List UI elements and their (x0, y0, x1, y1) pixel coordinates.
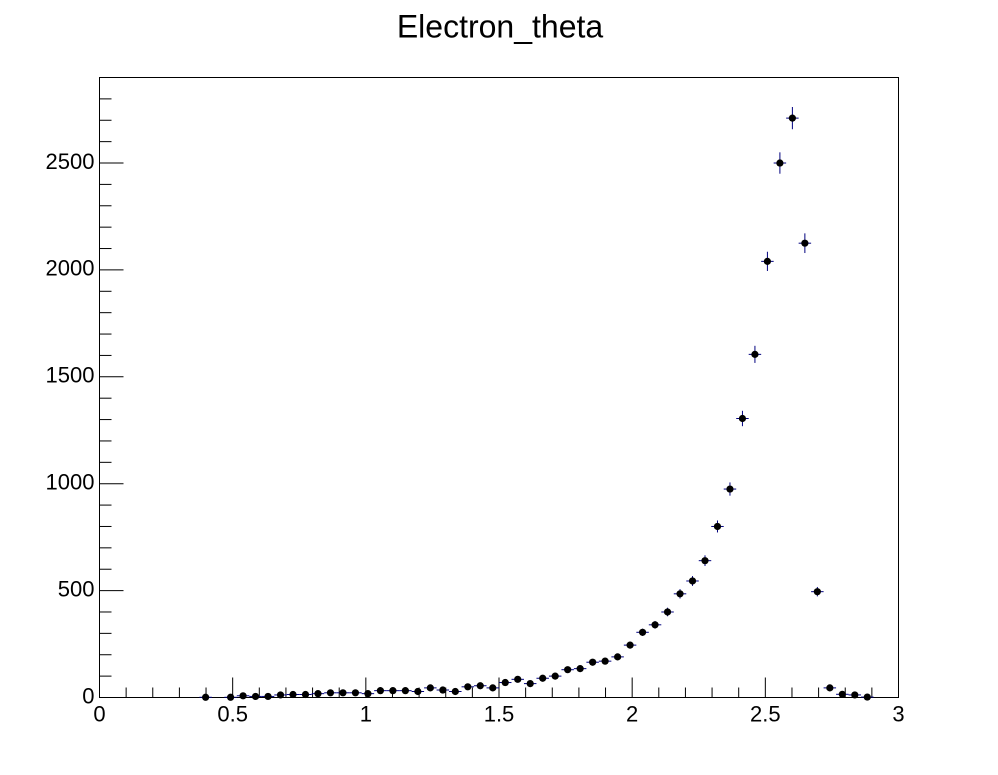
marker (439, 686, 447, 694)
marker (614, 653, 622, 661)
marker (589, 658, 597, 666)
marker (663, 608, 672, 616)
y-tick-label: 1500 (46, 363, 95, 388)
plot-frame (99, 77, 899, 698)
marker (551, 672, 559, 680)
y-tick-label: 2000 (46, 256, 95, 281)
marker (401, 687, 409, 695)
y-tick-label: 500 (58, 576, 95, 601)
marker (451, 687, 459, 696)
x-tick-label: 1 (360, 701, 372, 726)
marker (339, 689, 347, 697)
marker (389, 687, 397, 695)
marker (514, 675, 522, 683)
marker (376, 687, 384, 695)
marker (326, 689, 335, 697)
marker (226, 693, 235, 701)
y-tick-label: 1000 (46, 470, 95, 495)
marker (576, 665, 584, 673)
marker (688, 577, 697, 585)
marker (251, 692, 260, 701)
marker (464, 683, 472, 691)
marker (826, 684, 834, 692)
x-tick-label: 0 (93, 701, 105, 726)
marker (289, 690, 297, 699)
marker (501, 678, 509, 687)
marker (476, 682, 484, 690)
marker (351, 689, 360, 697)
marker (564, 666, 572, 674)
marker (851, 691, 859, 699)
x-tick-label: 3 (892, 701, 904, 726)
marker (676, 590, 684, 598)
chart-title: Electron_theta (397, 8, 604, 44)
marker (414, 687, 422, 696)
y-tick-label: 2500 (46, 149, 95, 174)
x-tick-label: 1.5 (484, 701, 515, 726)
x-tick-label: 2 (626, 701, 638, 726)
x-tick-label: 2.5 (750, 701, 781, 726)
marker (638, 628, 647, 636)
marker (788, 114, 796, 122)
x-tick-label: 0.5 (217, 701, 248, 726)
marker (526, 680, 534, 688)
marker (264, 692, 272, 701)
marker (301, 690, 310, 699)
marker (776, 159, 784, 167)
marker (863, 693, 871, 701)
marker (701, 557, 709, 565)
marker (314, 690, 322, 698)
y-tick-label: 0 (82, 683, 94, 708)
marker (738, 414, 747, 423)
marker (651, 621, 659, 629)
marker (713, 522, 722, 531)
marker (364, 690, 372, 698)
marker (601, 657, 609, 665)
marker (202, 693, 210, 701)
marker (801, 239, 809, 247)
marker (751, 350, 759, 358)
marker (726, 485, 734, 493)
marker (426, 684, 434, 692)
marker (489, 684, 497, 692)
marker (239, 692, 247, 700)
marker (813, 588, 821, 596)
marker (763, 257, 772, 265)
marker (626, 641, 634, 649)
marker (539, 674, 547, 682)
marker (276, 691, 285, 699)
marker (838, 690, 846, 698)
